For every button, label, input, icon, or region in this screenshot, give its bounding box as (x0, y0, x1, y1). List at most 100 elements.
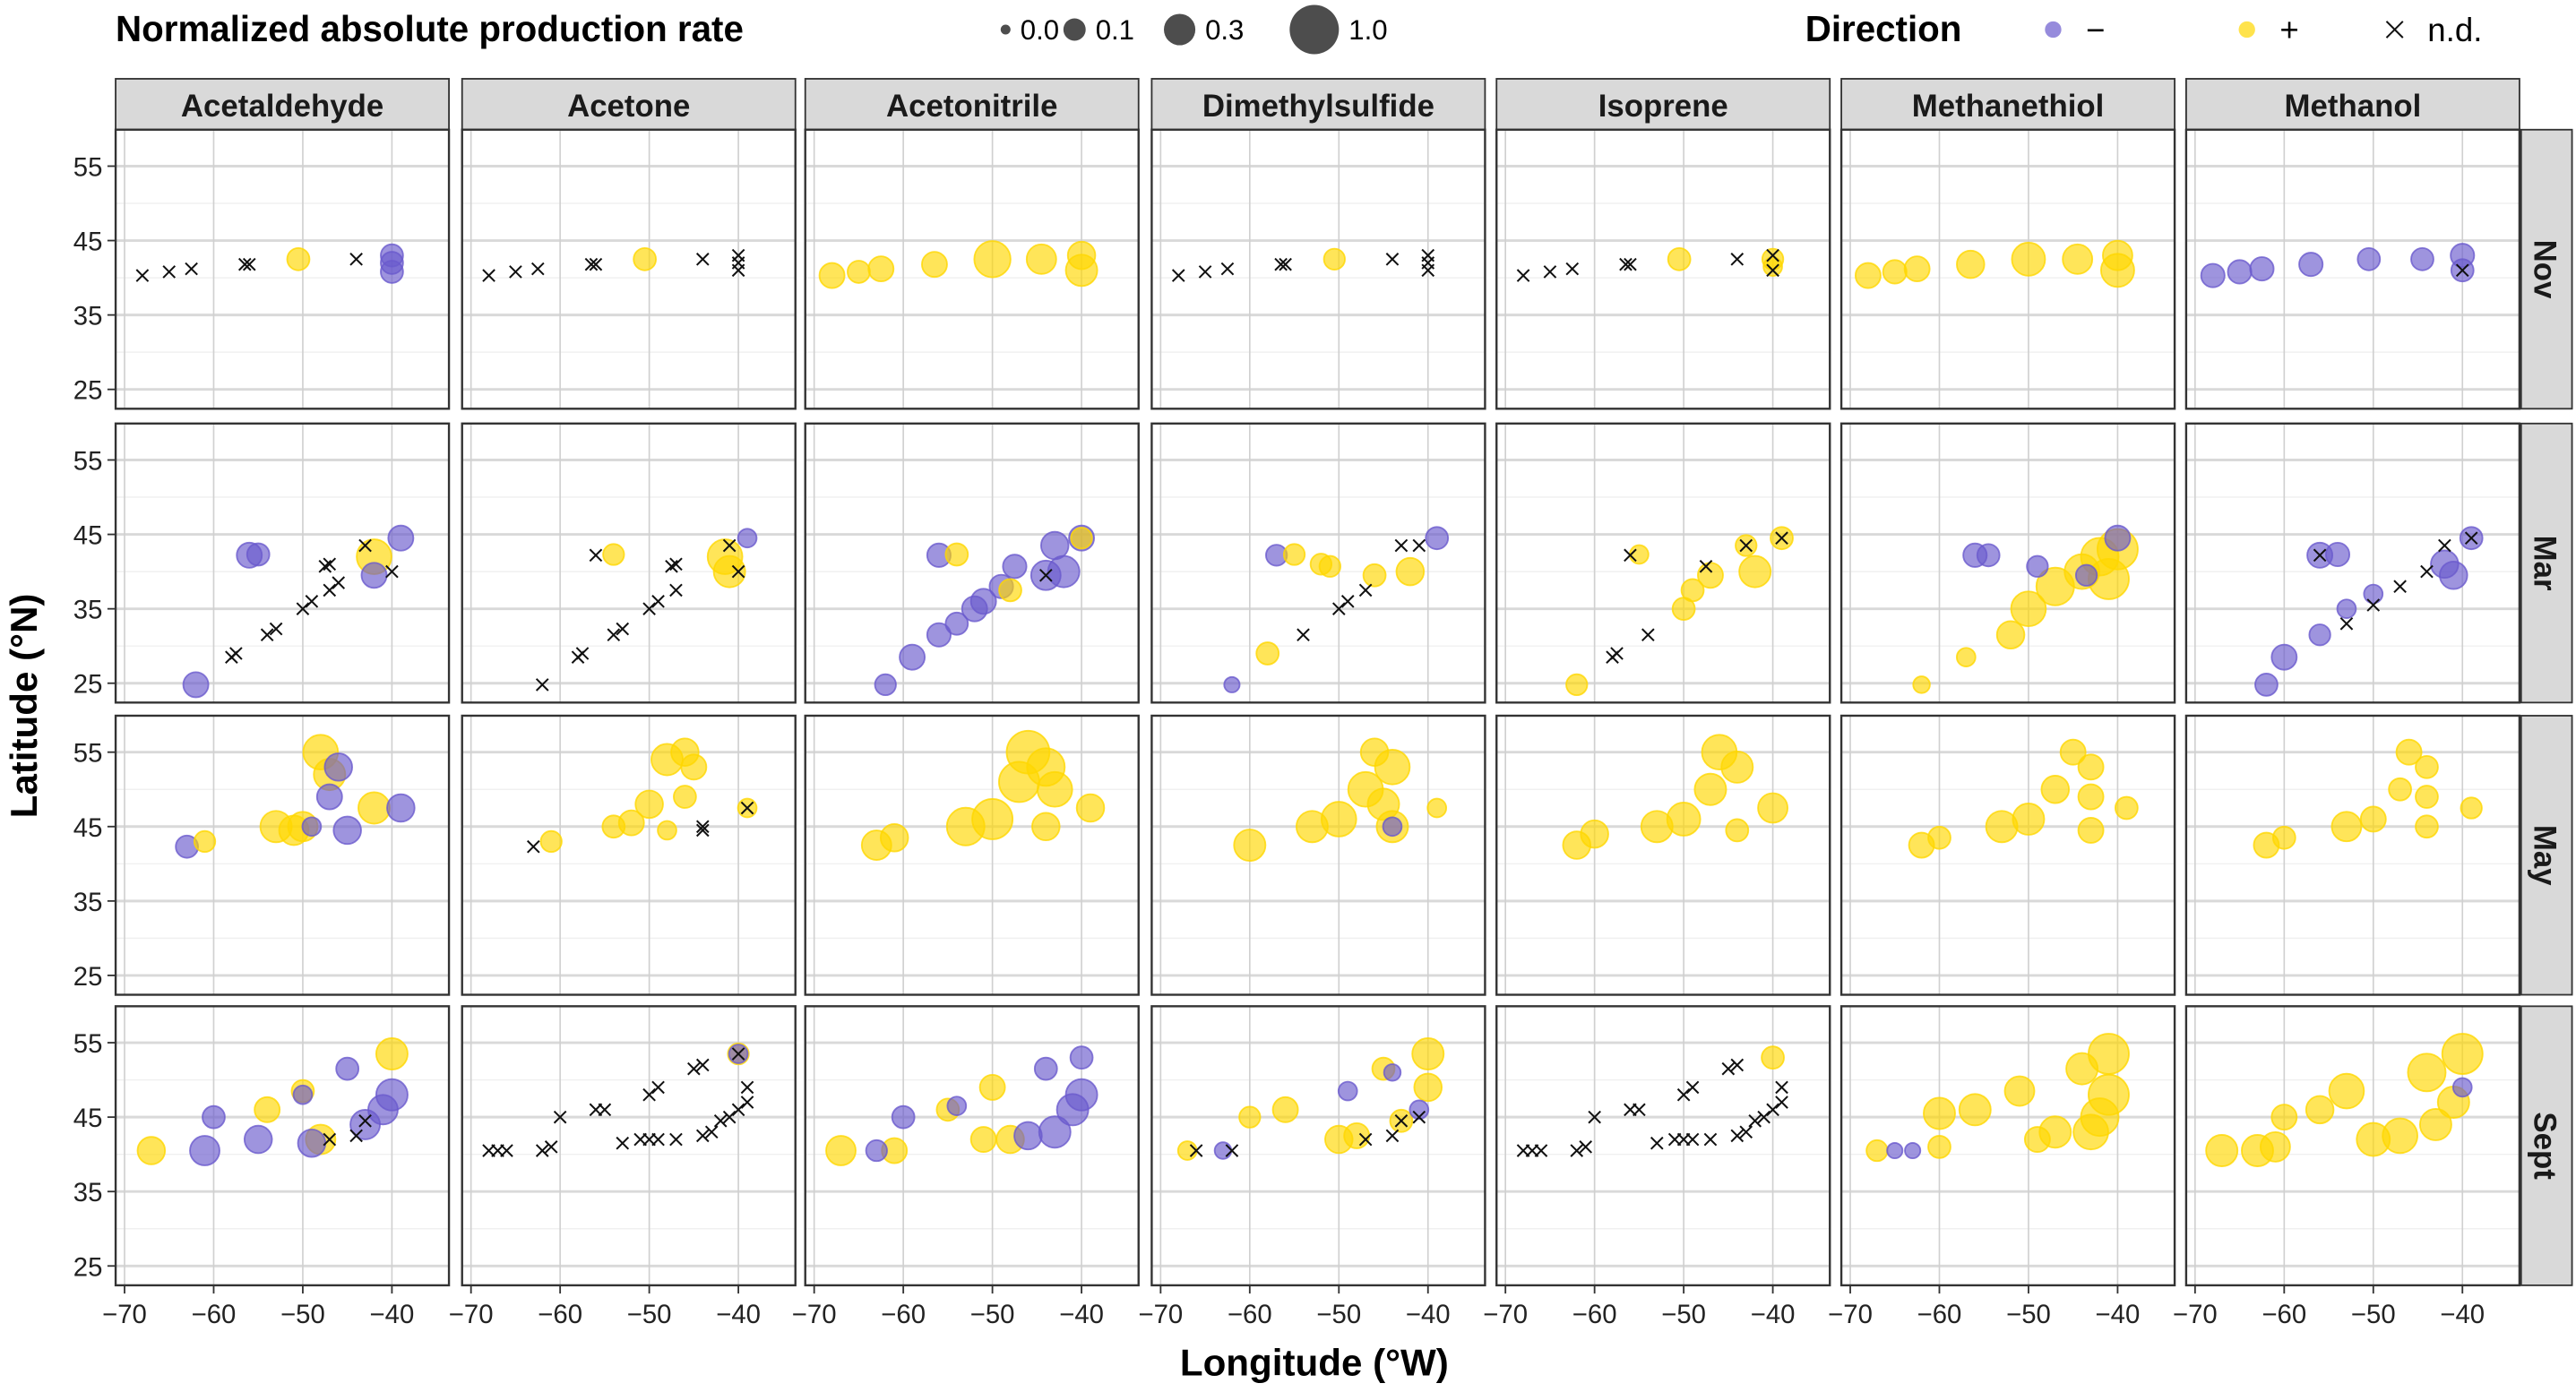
point-positive (1757, 792, 1788, 824)
facet-strip-sept (2520, 1005, 2573, 1286)
point-positive (1903, 255, 1931, 283)
panel-methanol-mar (2184, 422, 2521, 704)
point-not-detected-x-icon (1394, 1113, 1409, 1128)
point-positive (1255, 641, 1280, 666)
point-positive (1580, 819, 1609, 849)
point-not-detected-x-icon (651, 1080, 665, 1095)
point-positive (2328, 1072, 2365, 1110)
point-not-detected-x-icon (1641, 628, 1655, 642)
point-not-detected-x-icon (1358, 583, 1373, 597)
point-not-detected-x-icon (1171, 269, 1185, 282)
point-positive (286, 246, 311, 271)
point-not-detected-x-icon (1570, 1144, 1584, 1157)
point-negative (1039, 530, 1070, 561)
point-positive (945, 806, 986, 846)
point-positive (2205, 1134, 2239, 1167)
point-not-detected-x-icon (1650, 1136, 1664, 1150)
point-not-detected-x-icon (135, 269, 150, 282)
panel-acetonitrile-sept: −70 −60 −50 −40 (792, 1005, 1140, 1329)
facet-strip-label: Methanol (2285, 89, 2422, 124)
point-not-detected-x-icon (740, 1080, 754, 1095)
point-positive (1036, 770, 1073, 808)
facet-strip-acetone (461, 78, 797, 131)
panel-acetonitrile-mar (804, 422, 1140, 704)
point-negative (2363, 583, 2384, 605)
size-legend-title: Normalized absolute production rate (116, 9, 744, 49)
point-not-detected-x-icon (1775, 1096, 1788, 1109)
point-positive (1075, 793, 1106, 823)
x-tick-label: −50 (1661, 1300, 1706, 1329)
panel-border (461, 128, 797, 410)
point-not-detected-x-icon (1624, 548, 1637, 563)
point-positive (2077, 816, 2105, 844)
point-not-detected-x-icon (642, 602, 656, 615)
point-positive (1025, 243, 1057, 275)
point-positive (2012, 803, 2046, 836)
point-positive (2359, 805, 2387, 833)
panel-acetaldehyde-sept: −70 −60 −50 −40 (102, 1005, 451, 1329)
point-negative (1904, 1141, 1922, 1160)
x-tick-label: −50 (2351, 1300, 2396, 1329)
point-negative (2074, 563, 2098, 587)
y-tick-label: 55 (73, 739, 103, 769)
point-not-detected-x-icon (740, 1096, 754, 1109)
point-positive (2010, 590, 2047, 627)
point-positive (1066, 240, 1097, 271)
point-positive (254, 1096, 281, 1123)
point-not-detected-x-icon (1775, 531, 1788, 546)
point-not-detected-x-icon (1699, 559, 1713, 573)
point-not-detected-x-icon (553, 1110, 567, 1124)
point-not-detected-x-icon (2420, 564, 2434, 579)
x-tick-label: −40 (1406, 1300, 1451, 1329)
point-not-detected-x-icon (1766, 248, 1779, 262)
size-legend-circle (1000, 24, 1011, 35)
point-not-detected-x-icon (695, 820, 710, 834)
panel-methanol-sept: −70 −60 −50 −40 (2173, 1005, 2521, 1329)
point-not-detected-x-icon (1189, 1144, 1203, 1157)
panel-acetaldehyde-may (114, 714, 451, 996)
point-positive (2077, 783, 2105, 811)
point-negative (360, 562, 388, 589)
direction-legend-dot (2238, 21, 2255, 39)
point-negative (1409, 1099, 1430, 1121)
point-negative (2227, 259, 2253, 285)
point-not-detected-x-icon (651, 1132, 665, 1147)
point-positive (2415, 785, 2439, 809)
panel-border (1150, 714, 1486, 996)
y-axis-title: Latitude (°N) (3, 594, 45, 819)
point-positive (2003, 1075, 2036, 1107)
point-negative (332, 815, 362, 846)
point-positive (2395, 738, 2423, 766)
point-positive (825, 1135, 857, 1166)
panel-border (1839, 422, 2176, 704)
x-tick-label: −70 (2173, 1300, 2218, 1329)
panel-background (805, 715, 1139, 995)
panel-background (2185, 715, 2520, 995)
point-positive (1413, 1072, 1443, 1103)
point-negative (292, 1084, 314, 1105)
point-positive (1912, 675, 1931, 694)
facet-strip-label: Acetonitrile (886, 89, 1057, 124)
point-not-detected-x-icon (1358, 1132, 1373, 1147)
point-negative (1976, 543, 2001, 568)
point-positive (1359, 737, 1390, 767)
panel-background (1841, 715, 2175, 995)
panel-border (461, 714, 797, 996)
point-positive (1282, 543, 1306, 566)
direction-legend-title: Direction (1805, 9, 1962, 49)
panel-background (805, 423, 1139, 703)
point-positive (1854, 262, 1882, 289)
facet-strip-label: Sept (2527, 1112, 2562, 1180)
x-tick-label: −70 (102, 1300, 147, 1329)
point-positive (1640, 810, 1674, 844)
panel-border (1839, 1005, 2176, 1287)
point-not-detected-x-icon (1394, 538, 1409, 553)
point-positive (1395, 556, 1426, 587)
facet-strip-mar (2520, 422, 2573, 704)
panel-background (116, 423, 450, 703)
direction-legend-label: n.d. (2427, 12, 2482, 48)
point-positive (633, 246, 658, 271)
point-not-detected-x-icon (1340, 595, 1355, 608)
facet-strip-acetonitrile (804, 78, 1140, 131)
point-not-detected-x-icon (349, 253, 363, 266)
